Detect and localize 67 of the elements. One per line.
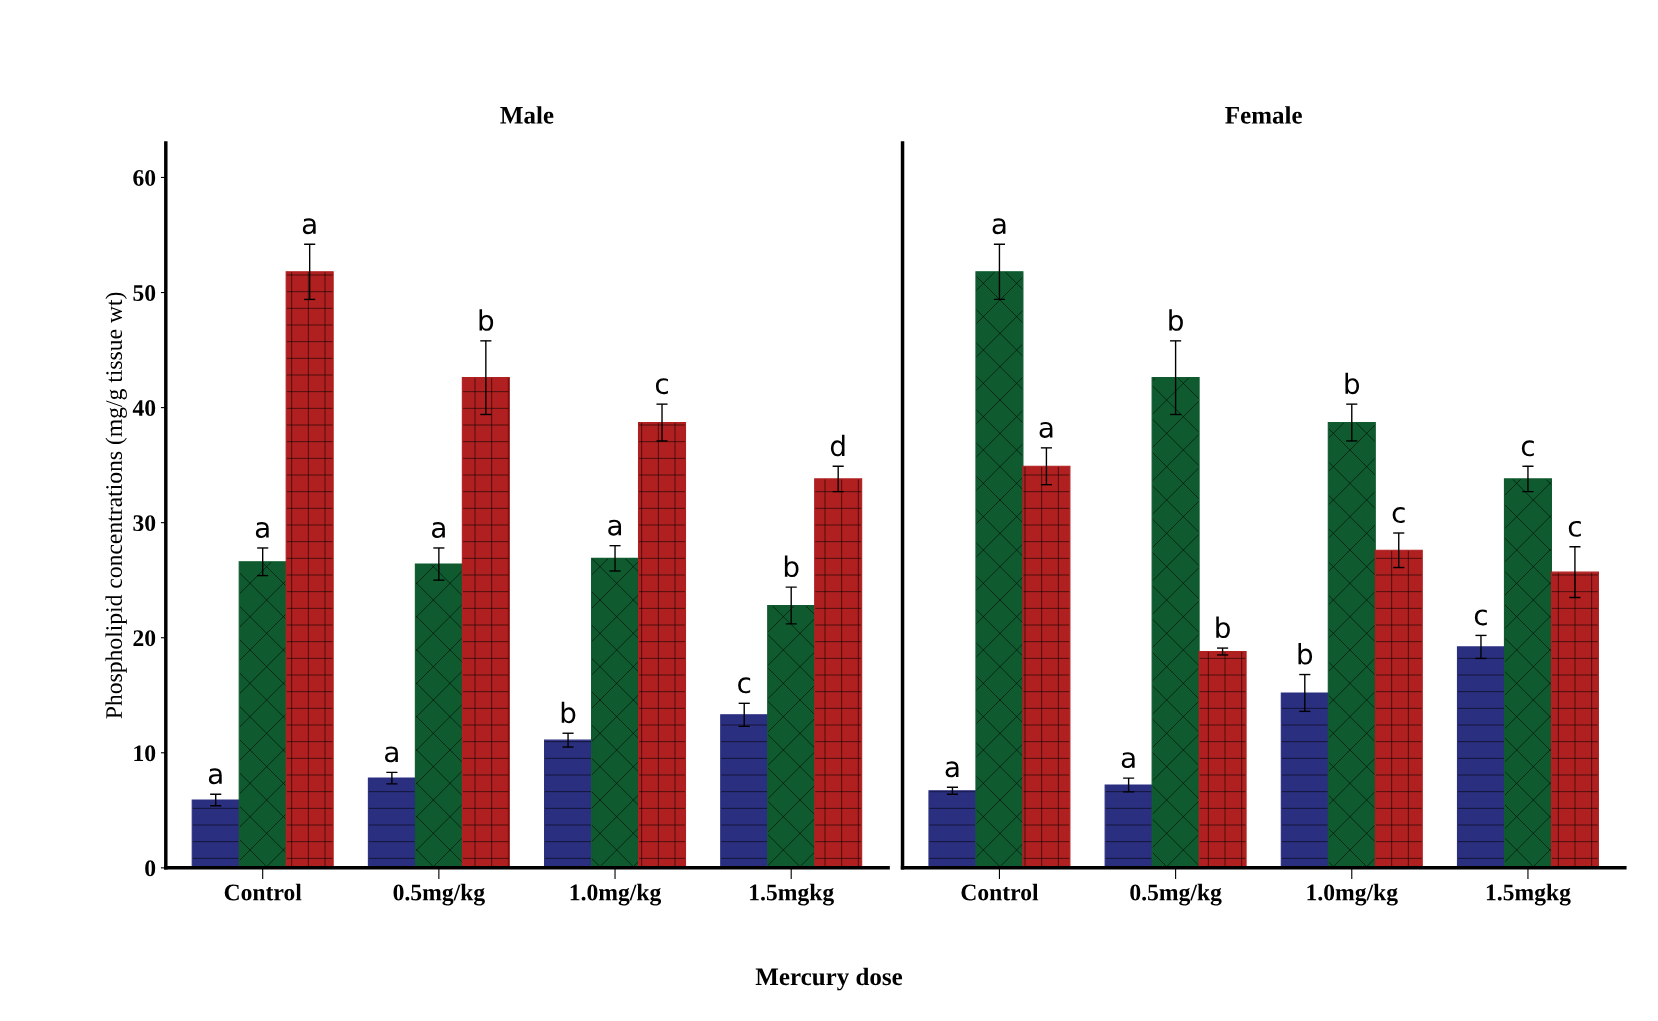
bar <box>367 777 416 868</box>
bar <box>590 557 640 868</box>
y-tick-label: 20 <box>133 630 156 647</box>
data-label: a <box>945 761 959 778</box>
data-label: a <box>992 218 1006 235</box>
data-label: b <box>1345 372 1360 395</box>
bar <box>414 563 463 868</box>
bar <box>1280 692 1329 868</box>
bar <box>637 421 687 868</box>
data-label: a <box>208 768 222 785</box>
x-tick-label: 0.5mg/kg <box>393 883 485 906</box>
data-label: c <box>1392 507 1405 524</box>
data-label: a <box>432 522 445 538</box>
bar <box>814 478 863 868</box>
chart-title: Female <box>1225 106 1302 124</box>
data-label: c <box>1568 520 1581 537</box>
data-label: a <box>302 218 316 235</box>
bar <box>1456 646 1506 868</box>
bar <box>191 799 240 868</box>
bar <box>461 377 510 868</box>
x-tick-label: 1.5mgkg <box>750 883 834 906</box>
data-label: b <box>479 309 494 331</box>
bar <box>1550 571 1599 868</box>
data-label: c <box>1474 609 1487 626</box>
data-label: b <box>1169 309 1183 331</box>
y-tick-label: 30 <box>133 515 156 532</box>
x-tick-label: 1.5mgkg <box>1486 883 1571 906</box>
x-tick-label: Control <box>224 883 302 901</box>
bar <box>1022 465 1071 868</box>
y-tick-label: 60 <box>133 169 156 186</box>
bar <box>975 271 1024 868</box>
data-label: d <box>830 434 845 457</box>
y-tick-label: 40 <box>132 400 156 417</box>
bar <box>1327 421 1376 868</box>
data-label: a <box>1039 421 1053 438</box>
bar <box>720 714 769 868</box>
y-tick-label: 10 <box>134 745 156 762</box>
bar <box>1198 650 1247 868</box>
bar <box>1503 478 1552 868</box>
bar <box>767 604 816 868</box>
y-tick-label: 50 <box>133 285 156 301</box>
data-label: b <box>1216 616 1230 639</box>
bar <box>1104 784 1153 868</box>
data-label: b <box>1298 643 1313 665</box>
y-tick-label: 0 <box>145 860 156 877</box>
y-axis-title: Phospholipid concentrations (mg/g tissue wt) <box>105 292 127 719</box>
data-label: a <box>1121 752 1135 769</box>
data-label: a <box>608 519 622 536</box>
bar <box>1151 377 1200 868</box>
data-label: c <box>738 677 751 694</box>
x-axis-title: Mercury dose <box>755 967 903 991</box>
x-tick-label: 0.5mg/kg <box>1130 883 1222 906</box>
bar <box>928 790 977 868</box>
data-label: b <box>561 701 576 724</box>
data-label: c <box>1521 440 1534 457</box>
data-label: a <box>385 746 398 763</box>
x-tick-label: 1.0mg/kg <box>570 883 662 906</box>
data-label: b <box>784 555 799 578</box>
bar <box>285 271 334 868</box>
bar <box>544 739 593 868</box>
x-tick-label: Control <box>961 883 1039 901</box>
chart-title: Male <box>500 106 554 124</box>
data-label: c <box>655 378 668 395</box>
bar <box>238 561 287 868</box>
data-label: a <box>255 522 269 538</box>
bar <box>1374 549 1423 868</box>
x-tick-label: 1.0mg/kg <box>1307 883 1398 906</box>
